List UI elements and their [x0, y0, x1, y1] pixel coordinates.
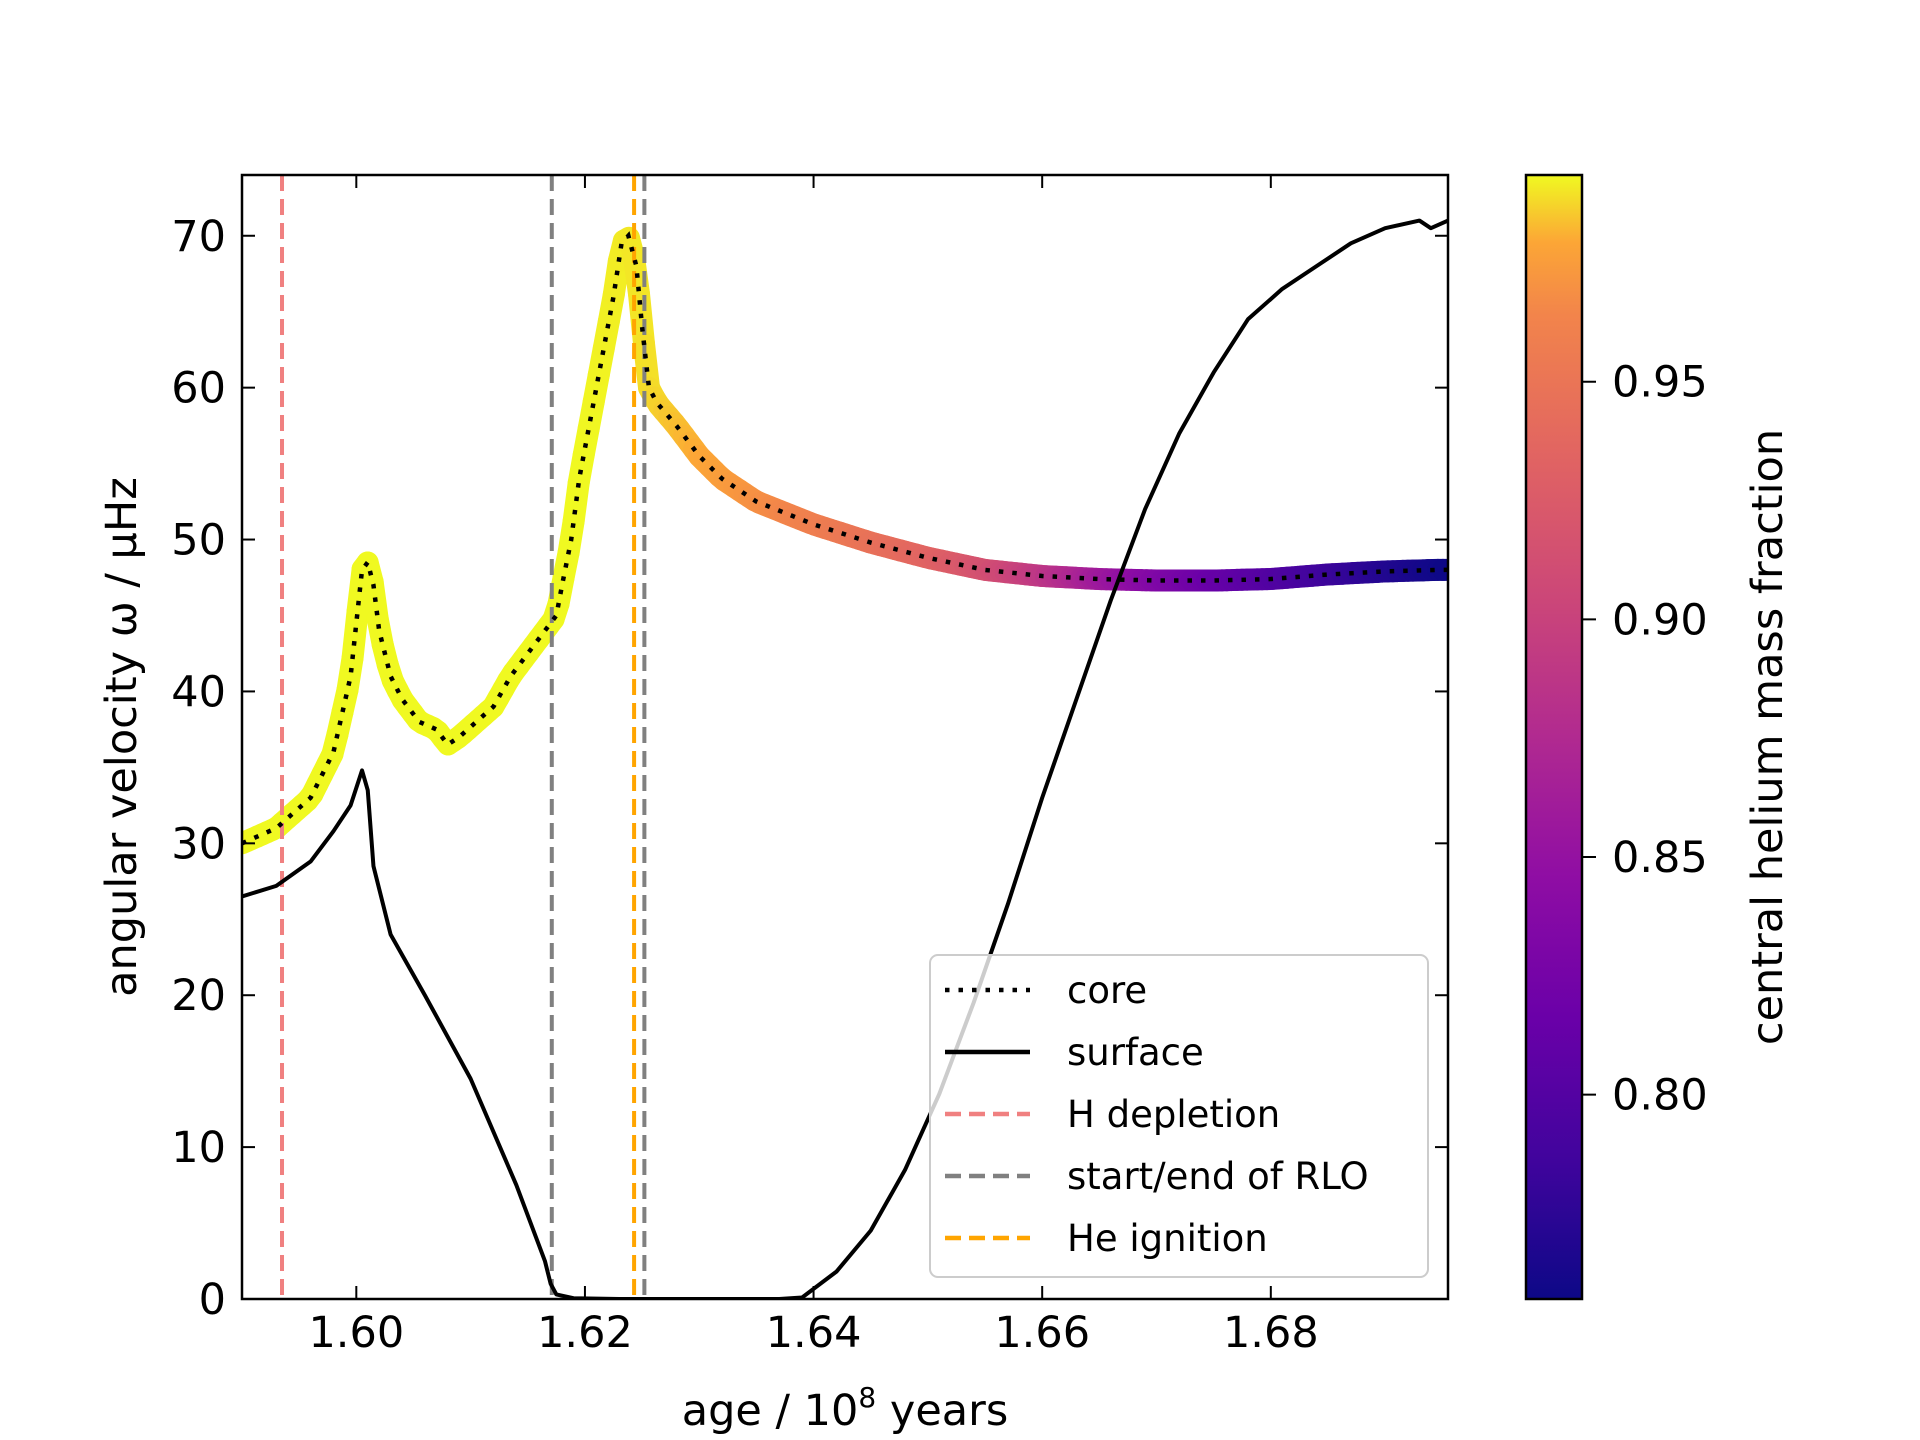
legend: core surface H depletion start/end of RLO He…: [929, 954, 1429, 1278]
surface-line: [242, 218, 1448, 1299]
x-tick-label: 1.62: [537, 1308, 633, 1358]
y-tick-label: 60: [171, 364, 226, 414]
legend-label: start/end of RLO: [1067, 1155, 1369, 1198]
colorbar-tick-label: 0.95: [1612, 358, 1708, 408]
y-tick-label: 40: [171, 667, 226, 717]
colorbar-label: central helium mass fraction: [1743, 429, 1793, 1045]
colorbar-tick-label: 0.80: [1612, 1071, 1708, 1121]
colorbar-ticks: 0.80 0.85 0.90 0.95: [1582, 358, 1708, 1121]
y-tick-label: 70: [171, 212, 226, 262]
legend-label: H depletion: [1067, 1093, 1280, 1136]
x-axis-label: age / 108 years: [682, 1381, 1008, 1436]
plot-area: [242, 175, 1448, 1299]
legend-label: core: [1067, 969, 1147, 1012]
colorbar-tick-label: 0.90: [1612, 595, 1708, 645]
x-tick-label: 1.68: [1223, 1308, 1319, 1358]
y-tick-label: 0: [199, 1275, 226, 1325]
x-tick-label: 1.66: [994, 1308, 1090, 1358]
colorbar-tick-label: 0.85: [1612, 833, 1708, 883]
legend-label: He ignition: [1067, 1217, 1268, 1260]
y-tick-label: 10: [171, 1123, 226, 1173]
y-tick-label: 30: [171, 819, 226, 869]
colorbar: [1524, 173, 1584, 1301]
core-line: [242, 231, 1448, 846]
core-color-band: [242, 226, 1448, 855]
plot-frame: [240, 173, 1450, 1301]
legend-box: [929, 954, 1429, 1278]
legend-label: surface: [1067, 1031, 1204, 1074]
y-axis-label: angular velocity ω / μHz: [97, 477, 147, 997]
y-tick-label: 50: [171, 516, 226, 566]
x-tick-label: 1.64: [766, 1308, 862, 1358]
x-tick-label: 1.60: [308, 1308, 404, 1358]
y-tick-label: 20: [171, 971, 226, 1021]
axis-ticks: 1.60 1.62 1.64 1.66 1.68 0 10 20 30 40 50 60 70: [171, 175, 1448, 1358]
